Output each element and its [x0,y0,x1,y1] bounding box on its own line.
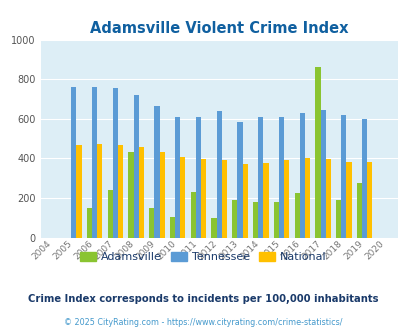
Bar [76,145,81,238]
Bar [190,192,195,238]
Bar [320,110,325,238]
Bar [304,158,309,238]
Bar [356,183,361,238]
Bar [139,147,144,238]
Bar [341,115,345,238]
Title: Adamsville Violent Crime Index: Adamsville Violent Crime Index [90,21,347,36]
Bar [211,218,216,238]
Bar [113,88,118,238]
Bar [195,117,200,238]
Bar [118,145,123,238]
Bar [278,117,284,238]
Bar [284,160,289,238]
Bar [149,208,154,238]
Bar [335,200,341,238]
Bar [169,217,175,238]
Bar [87,208,92,238]
Legend: Adamsville, Tennessee, National: Adamsville, Tennessee, National [75,248,330,267]
Bar [345,162,351,238]
Bar [92,87,97,238]
Bar [154,106,159,238]
Bar [133,95,139,238]
Text: © 2025 CityRating.com - https://www.cityrating.com/crime-statistics/: © 2025 CityRating.com - https://www.city… [64,318,341,327]
Bar [273,202,278,238]
Bar [299,113,304,238]
Bar [175,117,180,238]
Bar [180,157,185,238]
Bar [97,144,102,238]
Bar [159,152,164,238]
Bar [200,159,206,238]
Bar [367,162,371,238]
Bar [237,122,242,238]
Bar [221,160,226,238]
Bar [128,152,133,238]
Bar [107,190,113,238]
Bar [216,111,221,238]
Bar [263,163,268,238]
Bar [361,119,367,238]
Bar [232,200,237,238]
Text: Crime Index corresponds to incidents per 100,000 inhabitants: Crime Index corresponds to incidents per… [28,294,377,304]
Bar [71,87,76,238]
Bar [294,193,299,238]
Bar [252,202,258,238]
Bar [325,159,330,238]
Bar [315,67,320,238]
Bar [242,164,247,238]
Bar [258,117,263,238]
